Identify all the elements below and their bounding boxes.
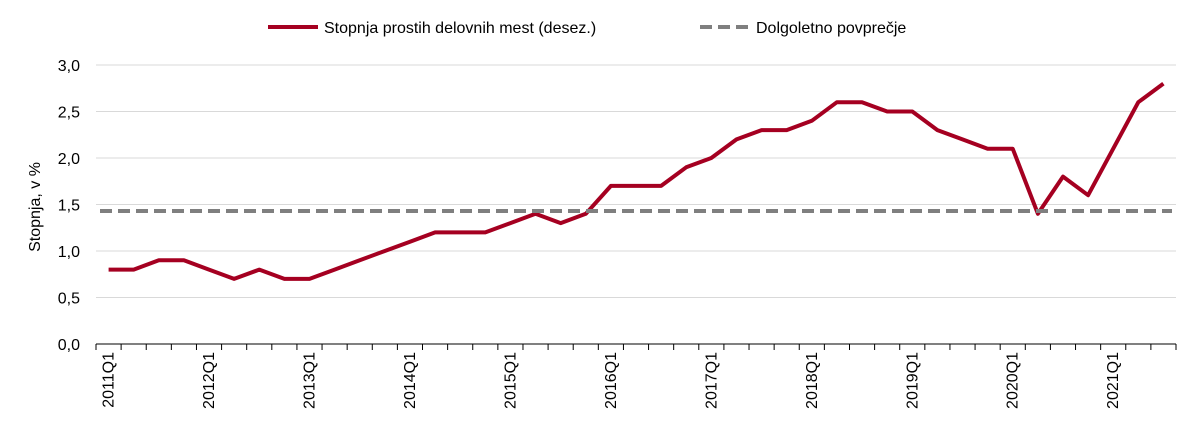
legend-entry-label: Stopnja prostih delovnih mest (desez.): [324, 20, 596, 37]
x-tick-label: 2015Q1: [502, 352, 519, 409]
x-tick-label: 2014Q1: [402, 352, 419, 409]
legend-entry-label: Dolgoletno povprečje: [756, 20, 906, 37]
x-tick-label: 2012Q1: [201, 352, 218, 409]
x-tick-label: 2021Q1: [1105, 352, 1122, 409]
y-tick-label: 1,0: [58, 244, 80, 261]
x-tick-label: 2013Q1: [301, 352, 318, 409]
y-tick-label: 3,0: [58, 58, 80, 75]
x-tick-label: 2019Q1: [904, 352, 921, 409]
x-tick-label: 2017Q1: [703, 352, 720, 409]
x-tick-label: 2020Q1: [1005, 352, 1022, 409]
y-tick-label: 0,5: [58, 291, 80, 308]
y-axis-label: Stopnja, v %: [27, 162, 44, 252]
series-layer: [100, 81, 1172, 281]
legend: Stopnja prostih delovnih mest (desez.) Do…: [268, 20, 906, 37]
y-tick-label: 2,5: [58, 105, 80, 122]
y-tick-label: 2,0: [58, 151, 80, 168]
gridlines: [96, 64, 1176, 345]
y-axis-ticks: 0,0 0,5 1,0 1,5 2,0 2,5 3,0: [58, 58, 80, 354]
y-tick-label: 1,5: [58, 198, 80, 215]
x-axis-ticks: 2011Q1 2012Q1 2013Q1 2014Q1 2015Q1 2016Q1 2017…: [101, 352, 1123, 409]
y-tick-label: 0,0: [58, 337, 80, 354]
x-axis: [95, 343, 1177, 350]
series-line-vacancy-rate: [108, 81, 1165, 281]
x-tick-label: 2011Q1: [101, 352, 118, 408]
x-tick-label: 2016Q1: [603, 352, 620, 409]
x-tick-label: 2018Q1: [804, 352, 821, 409]
